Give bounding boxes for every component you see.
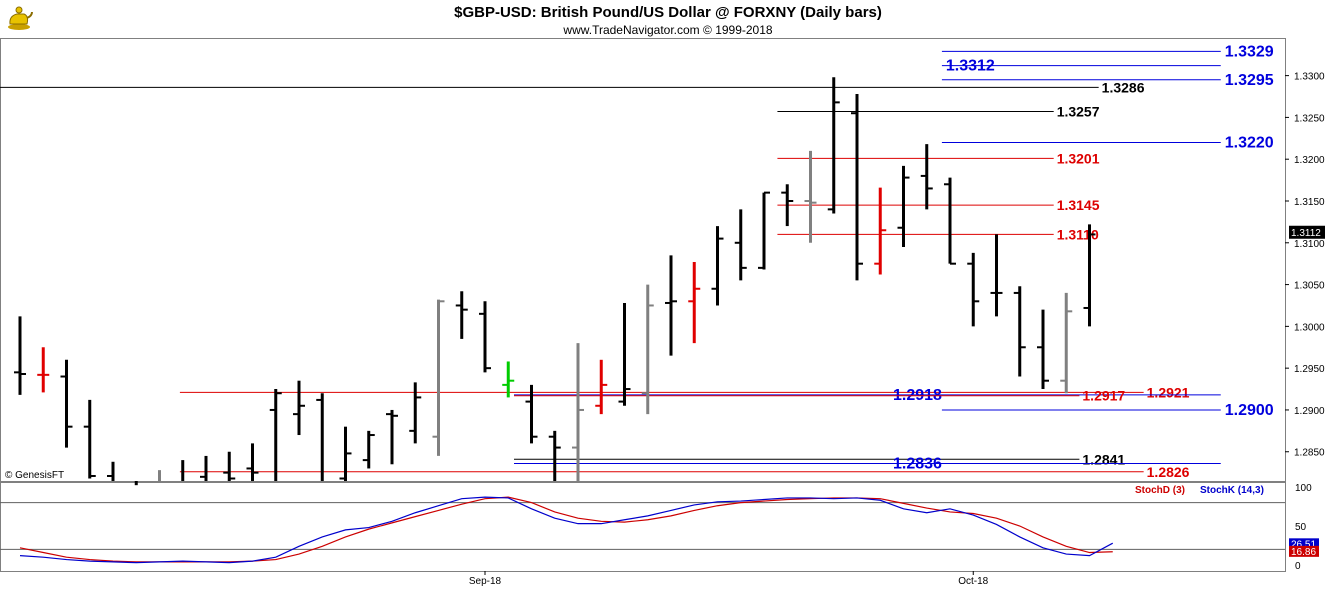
- price-tick-label: 1.3050: [1294, 281, 1325, 292]
- legend-stoch-d: StochD (3): [1135, 485, 1185, 496]
- ohlc-bar: [37, 347, 50, 393]
- stoch-d-value: 16.86: [1291, 547, 1316, 558]
- osc-tick-label: 100: [1295, 483, 1312, 494]
- last-price-box: [1289, 225, 1325, 239]
- price-tick-label: 1.3150: [1294, 197, 1325, 208]
- level-label: 1.3312: [946, 58, 995, 75]
- level-label: 1.3257: [1057, 104, 1100, 120]
- level-label: 1.2917: [1082, 388, 1125, 404]
- genie-lamp-icon: [4, 2, 34, 32]
- ohlc-bar: [758, 191, 770, 270]
- price-tick-label: 1.2850: [1294, 448, 1325, 459]
- price-tick-label: 1.3100: [1294, 239, 1325, 250]
- ohlc-bar: [874, 187, 887, 275]
- price-pane-border: [0, 38, 1286, 482]
- ohlc-bar: [14, 316, 26, 395]
- ohlc-bar: [1037, 309, 1049, 390]
- level-label: 1.3201: [1057, 150, 1100, 166]
- ohlc-bar: [525, 384, 538, 444]
- ohlc-bar: [1013, 286, 1026, 377]
- ohlc-bar: [548, 430, 561, 481]
- ohlc-bar: [944, 177, 956, 265]
- ohlc-bar: [269, 389, 282, 481]
- ohlc-bar: [502, 361, 515, 398]
- x-tick-label: Oct-18: [958, 576, 988, 587]
- level-label: 1.2826: [1147, 464, 1190, 480]
- chart-subtitle: www.TradeNavigator.com © 1999-2018: [563, 23, 773, 37]
- ohlc-bar: [293, 380, 305, 436]
- stoch-k-line: [19, 496, 1114, 564]
- ohlc-bar: [479, 301, 491, 373]
- x-tick-label: Sep-18: [469, 576, 502, 587]
- price-tick-label: 1.3300: [1294, 72, 1325, 83]
- ohlc-bar: [1083, 224, 1096, 327]
- ohlc-bar: [897, 165, 910, 247]
- legend-stoch-k: StochK (14,3): [1200, 485, 1264, 496]
- ohlc-bar: [572, 343, 584, 481]
- price-tick-label: 1.3000: [1294, 322, 1325, 333]
- ohlc-bar: [83, 399, 96, 479]
- price-tick-label: 1.2950: [1294, 364, 1325, 375]
- ohlc-bar: [711, 226, 724, 306]
- ohlc-bar: [455, 291, 468, 339]
- last-price-label: 1.3112: [1291, 228, 1321, 239]
- level-label: 1.3220: [1225, 134, 1274, 151]
- osc-tick-label: 50: [1295, 522, 1307, 533]
- ohlc-bar: [595, 359, 608, 415]
- ohlc-bar: [641, 284, 654, 415]
- level-label: 1.2836: [893, 455, 942, 472]
- stoch-d-value-box: [1289, 545, 1319, 557]
- ohlc-bar: [665, 255, 677, 356]
- ohlc-bar: [734, 209, 747, 281]
- ohlc-bar: [60, 359, 73, 448]
- ohlc-bar: [851, 94, 863, 281]
- ohlc-bar: [362, 430, 375, 469]
- stoch-k-value-box: [1289, 538, 1319, 550]
- ohlc-bar: [339, 426, 352, 481]
- ohlc-bar: [781, 184, 794, 227]
- level-label: 1.2921: [1147, 384, 1190, 400]
- price-tick-label: 1.3200: [1294, 155, 1325, 166]
- stoch-k-value: 26.51: [1291, 539, 1316, 550]
- ohlc-bar: [316, 393, 324, 481]
- price-tick-label: 1.2900: [1294, 406, 1325, 417]
- ohlc-bar: [618, 302, 631, 406]
- ohlc-bar: [990, 234, 1003, 317]
- level-label: 1.3329: [1225, 43, 1274, 60]
- level-label: 1.2841: [1082, 451, 1125, 467]
- ohlc-bar: [107, 461, 115, 481]
- osc-tick-label: 0: [1295, 561, 1301, 572]
- ohlc-bar: [432, 299, 445, 456]
- ohlc-bar: [688, 262, 701, 344]
- price-tick-label: 1.3250: [1294, 113, 1325, 124]
- chart-title: $GBP-USD: British Pound/US Dollar @ FORX…: [454, 4, 882, 21]
- level-label: 1.3286: [1102, 79, 1145, 95]
- genesis-watermark: © GenesisFT: [5, 470, 64, 481]
- level-label: 1.2900: [1225, 402, 1274, 419]
- ohlc-bar: [1060, 292, 1073, 394]
- ohlc-bar: [804, 150, 817, 243]
- ohlc-bar: [386, 409, 398, 465]
- ohlc-bar: [200, 455, 208, 481]
- stoch-d-line: [19, 496, 1113, 563]
- level-label: 1.3145: [1057, 197, 1100, 213]
- ohlc-bar: [409, 382, 422, 444]
- ohlc-bar: [223, 451, 236, 481]
- oscillator-pane-border: [0, 482, 1286, 572]
- ohlc-bar: [827, 77, 840, 214]
- ohlc-bar: [246, 443, 259, 481]
- ohlc-bar: [967, 252, 980, 327]
- ohlc-bar: [920, 144, 933, 210]
- level-label: 1.3295: [1225, 72, 1274, 89]
